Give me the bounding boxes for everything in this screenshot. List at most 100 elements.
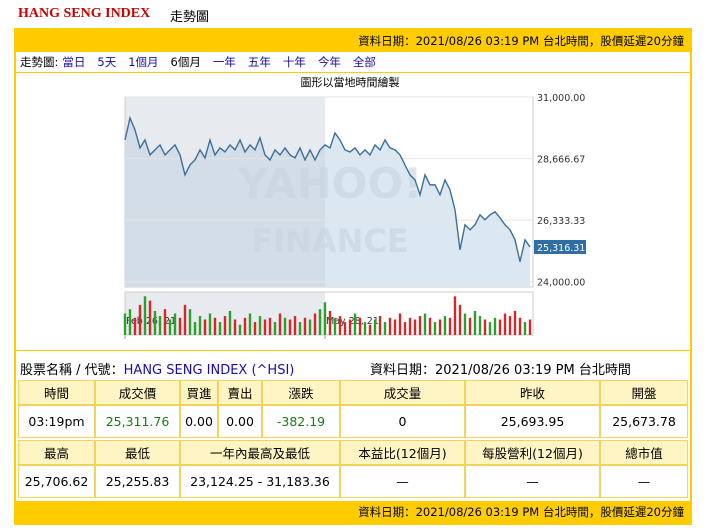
volume-bar [128, 309, 132, 335]
volume-bar [123, 313, 127, 335]
volume-bar [213, 317, 217, 335]
volume-bar [183, 304, 187, 335]
volume-bar [248, 313, 252, 335]
volume-bar [473, 310, 477, 335]
volume-bar [233, 319, 237, 335]
range-link[interactable]: 1個月 [128, 55, 159, 69]
volume-bar [163, 309, 167, 335]
volume-bar [173, 313, 177, 335]
volume-bar [418, 316, 422, 335]
table-cell: 25,255.83 [95, 465, 180, 498]
table-cell: 0 [340, 405, 465, 438]
volume-bar [383, 322, 387, 335]
volume-bar [348, 319, 352, 335]
volume-bar [453, 296, 457, 335]
volume-bar [133, 317, 137, 335]
volume-bar [518, 317, 522, 335]
range-link[interactable]: 五年 [247, 55, 271, 69]
volume-bar [363, 322, 367, 335]
history-shade [125, 97, 325, 287]
volume-bar [378, 316, 382, 335]
table-header: 賣出 [218, 380, 262, 405]
volume-bar [168, 319, 172, 335]
table-cell: -382.19 [262, 405, 340, 438]
chart-subtitle: 圖形以當地時間繪製 [301, 75, 400, 89]
volume-bar [528, 319, 532, 335]
stock-name[interactable]: HANG SENG INDEX (^HSI) [123, 363, 295, 378]
page-title: HANG SENG INDEX [18, 6, 151, 21]
volume-bar [313, 313, 317, 335]
range-link[interactable]: 當日 [62, 55, 86, 69]
range-link[interactable]: 一年 [212, 55, 236, 69]
volume-bar [403, 322, 407, 335]
volume-bar [273, 322, 277, 335]
y-tick-label: 26,333.33 [537, 216, 585, 227]
volume-bar [328, 310, 332, 335]
volume-bar [433, 322, 437, 335]
table-cell: 25,673.78 [600, 405, 688, 438]
volume-bar [338, 316, 342, 335]
area [125, 117, 530, 288]
volume-bar [268, 317, 272, 335]
volume-bar [288, 319, 292, 335]
volume-bar [358, 317, 362, 335]
volume-bar [138, 304, 142, 335]
frame [14, 28, 692, 525]
volume-bar [463, 313, 467, 335]
table-header: 開盤 [600, 380, 688, 405]
table-header: 每股營利(12個月) [465, 440, 600, 465]
volume-bar [243, 317, 247, 335]
volume-bar [198, 316, 202, 335]
divider [16, 350, 690, 351]
volume-bar [253, 322, 257, 335]
volume-bar [303, 317, 307, 335]
volume-bar [388, 317, 392, 335]
price-line [124, 115, 531, 262]
volume-bar [143, 296, 147, 335]
range-link[interactable]: 全部 [352, 55, 376, 69]
table-header: 最低 [95, 440, 180, 465]
volume-bar [318, 309, 322, 335]
table-cell: 25,693.95 [465, 405, 600, 438]
volume-bar [158, 316, 162, 335]
watermark: FINANCE [251, 222, 408, 260]
range-nav: 走勢圖: 當日 5天 1個月 6個月 一年 五年 十年 今年 全部 [20, 54, 388, 70]
table-cell: — [340, 465, 465, 498]
info-line: 股票名稱 / 代號：HANG SENG INDEX (^HSI) [20, 359, 294, 378]
range-link[interactable]: 今年 [317, 55, 341, 69]
table-header: 成交價 [95, 380, 180, 405]
volume-bar [493, 317, 497, 335]
volume-bar [283, 317, 287, 335]
range-link[interactable]: 6個月 [170, 55, 201, 69]
volume-bar [448, 317, 452, 335]
table-header: 一年內最高及最低 [180, 440, 340, 465]
footer-bar: 資料日期：2021/08/26 03:19 PM 台北時間，股價延遲20分鐘 [16, 501, 690, 523]
table-header: 總市值 [600, 440, 688, 465]
x-tick-label: May 28, 21 [326, 316, 379, 327]
table-header: 最高 [18, 440, 95, 465]
top-bar: 資料日期：2021/08/26 03:19 PM 台北時間，股價延遲20分鐘 [16, 30, 690, 52]
info-date: 資料日期：2021/08/26 03:19 PM 台北時間 [370, 363, 631, 378]
table-header: 時間 [18, 380, 95, 405]
table-cell: — [465, 465, 600, 498]
volume-bar [188, 309, 192, 335]
volume-bar [523, 322, 527, 335]
range-link[interactable]: 十年 [282, 55, 306, 69]
volume-bar [178, 317, 182, 335]
volume-bar [478, 316, 482, 335]
volume-bar [408, 317, 412, 335]
volume-bar [498, 319, 502, 335]
volume-bar [323, 302, 327, 335]
volume-bar [513, 310, 517, 335]
volume-bar [238, 324, 242, 335]
volume-bar [333, 317, 337, 335]
volume-bar [308, 319, 312, 335]
volume-bar [258, 316, 262, 335]
volume-bar [428, 317, 432, 335]
range-link[interactable]: 5天 [97, 55, 117, 69]
volume-bar [398, 313, 402, 335]
table-cell: 03:19pm [18, 405, 95, 438]
volume-bar [153, 310, 157, 335]
watermark: YAHOO! [237, 159, 423, 208]
